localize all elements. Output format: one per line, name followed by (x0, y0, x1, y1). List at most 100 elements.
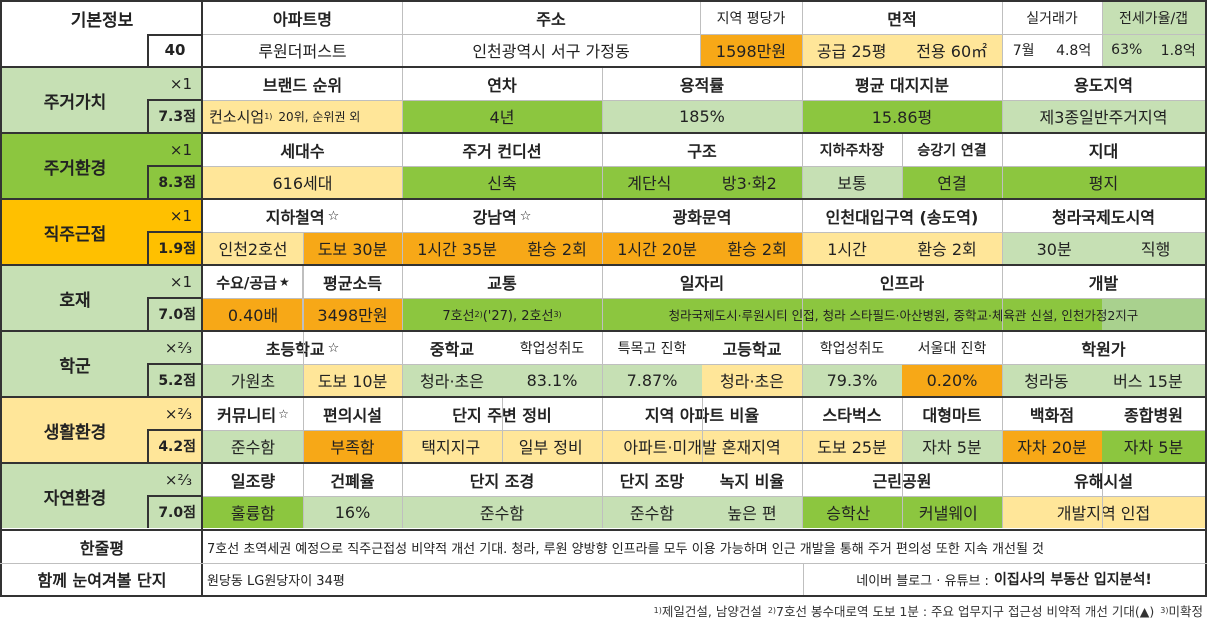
hazard-value: 개발지역 인접 (1002, 496, 1205, 528)
structure-values: 계단식 방3·화2 (602, 166, 802, 198)
header-transport: 교통 (487, 274, 517, 293)
grid-line (802, 68, 803, 132)
grid-line (602, 200, 603, 264)
grid-line (802, 332, 803, 396)
footnote: 1) 제일건설, 남양건설 2) 7호선 봉수대로역 도보 1분 : 주요 업무지구… (300, 598, 1203, 622)
jeonse-values: 63% 1.8억 (1102, 34, 1205, 66)
header-supply-demand-label: 수요/공급 (216, 273, 277, 292)
incheon-univ-time: 1시간 (827, 240, 867, 259)
header-dev: 개발 (1088, 274, 1119, 293)
footnote-2-mark: 2) (767, 605, 777, 615)
grid-line (402, 2, 403, 66)
header-hazard: 유해시설 (1074, 472, 1133, 491)
grid-line (203, 232, 1205, 233)
elementary-walk: 도보 10분 (303, 364, 402, 396)
grid-line (0, 396, 1207, 398)
grid-line (802, 266, 803, 330)
gwanghwamun-time: 1시간 20분 (617, 240, 697, 259)
grid-line (203, 496, 1205, 497)
grid-line (147, 231, 149, 264)
star-icon: ☆ (519, 208, 532, 224)
grid-line (702, 398, 703, 462)
header-elementary: 초등학교 ☆ (203, 332, 402, 364)
header-special-high: 특목고 진학 (617, 341, 687, 357)
header-starbucks: 스타벅스 (822, 406, 882, 425)
deal-values: 7월 4.8억 (1002, 34, 1102, 66)
income-value: 3498만원 (303, 298, 402, 330)
parking-value: 보통 (802, 166, 902, 198)
grid-line (147, 363, 201, 365)
category-nature: 자연환경 (2, 464, 148, 528)
far-value: 185% (602, 100, 802, 132)
footnote-1-mark: 1) (653, 605, 662, 615)
high-achievement: 79.3% (802, 364, 902, 396)
grid-line (147, 429, 149, 462)
header-hospital: 종합병원 (1124, 406, 1183, 425)
header-apt-name: 아파트명 (273, 10, 332, 29)
footnote-3-text: 미확정 (1168, 603, 1203, 619)
grid-line (302, 266, 303, 330)
gangnam-values: 1시간 35분 환승 2회 (402, 232, 602, 264)
grid-line (602, 332, 603, 396)
grid-line (147, 34, 201, 36)
grid-line (0, 198, 1207, 200)
park-name-1: 승학산 (826, 504, 871, 523)
header-middle-achievement: 학업성취도 (519, 341, 585, 357)
grid-line (402, 464, 403, 528)
jeonse-rate: 63% (1111, 42, 1143, 58)
incheon-univ-values: 1시간 환승 2회 (802, 232, 1002, 264)
grid-line (147, 99, 201, 101)
brand-rank-value: 컨소시엄 1) 20위, 순위권 외 (203, 100, 402, 132)
grid-line (203, 364, 1205, 365)
sunlight-value: 훌륭함 (203, 496, 303, 528)
grid-line (402, 398, 403, 462)
grid-line (1002, 68, 1003, 132)
grid-line (1002, 200, 1003, 264)
special-high-rate: 7.87% (602, 364, 702, 396)
elevator-value: 연결 (902, 166, 1002, 198)
star-icon: ☆ (327, 340, 340, 356)
category-development: 호재 (2, 266, 148, 330)
bcr-value: 16% (303, 496, 402, 528)
header-landscape: 단지 조경 (469, 472, 535, 491)
header-parking: 지하주차장 (819, 143, 885, 159)
header-gangnam: 강남역 ☆ (402, 200, 602, 232)
header-land-share: 평균 대지지분 (855, 76, 949, 95)
grid-line (147, 297, 149, 330)
middle-achievement: 83.1% (502, 364, 602, 396)
grid-line (201, 0, 203, 597)
grid-line (0, 563, 1207, 564)
score-commute: 1.9점 (148, 232, 202, 264)
grid-line (0, 595, 1207, 597)
area-exclusive: 전용 60㎡ (916, 42, 988, 61)
academy-area: 청라동 (1024, 372, 1069, 391)
basic-number: 40 (164, 41, 186, 59)
surroundings-status: 일부 정비 (518, 438, 583, 457)
landscape-value: 준수함 (402, 496, 602, 528)
grid-line (1002, 398, 1003, 462)
grid-line (0, 529, 1207, 531)
multiplier-living-env: ×1 (148, 134, 202, 166)
score-development: 7.0점 (148, 298, 202, 330)
grid-line (602, 134, 603, 198)
header-elementary-label: 초등학교 (265, 340, 325, 359)
footnote-3-mark: 3) (1160, 605, 1169, 615)
grid-line (0, 0, 2, 597)
grid-line (303, 398, 304, 462)
grid-line (802, 134, 803, 198)
grid-line (402, 332, 403, 396)
grid-line (147, 165, 201, 167)
header-cheongna: 청라국제도시역 (1051, 208, 1156, 227)
header-jobs: 일자리 (679, 274, 725, 293)
category-housing-value: 주거가치 (2, 68, 148, 132)
grid-line (602, 398, 603, 462)
multiplier-nature: ×⅔ (148, 464, 202, 496)
grid-line (1002, 332, 1003, 396)
star-filled-icon: ★ (278, 275, 290, 289)
zoning-value: 제3종일반주거지역 (1002, 100, 1205, 132)
score-housing-value: 7.3점 (148, 100, 202, 132)
header-age: 연차 (487, 76, 517, 95)
header-zoning: 용도지역 (1074, 76, 1133, 95)
header-households: 세대수 (280, 142, 325, 161)
header-income: 평균소득 (323, 274, 382, 293)
